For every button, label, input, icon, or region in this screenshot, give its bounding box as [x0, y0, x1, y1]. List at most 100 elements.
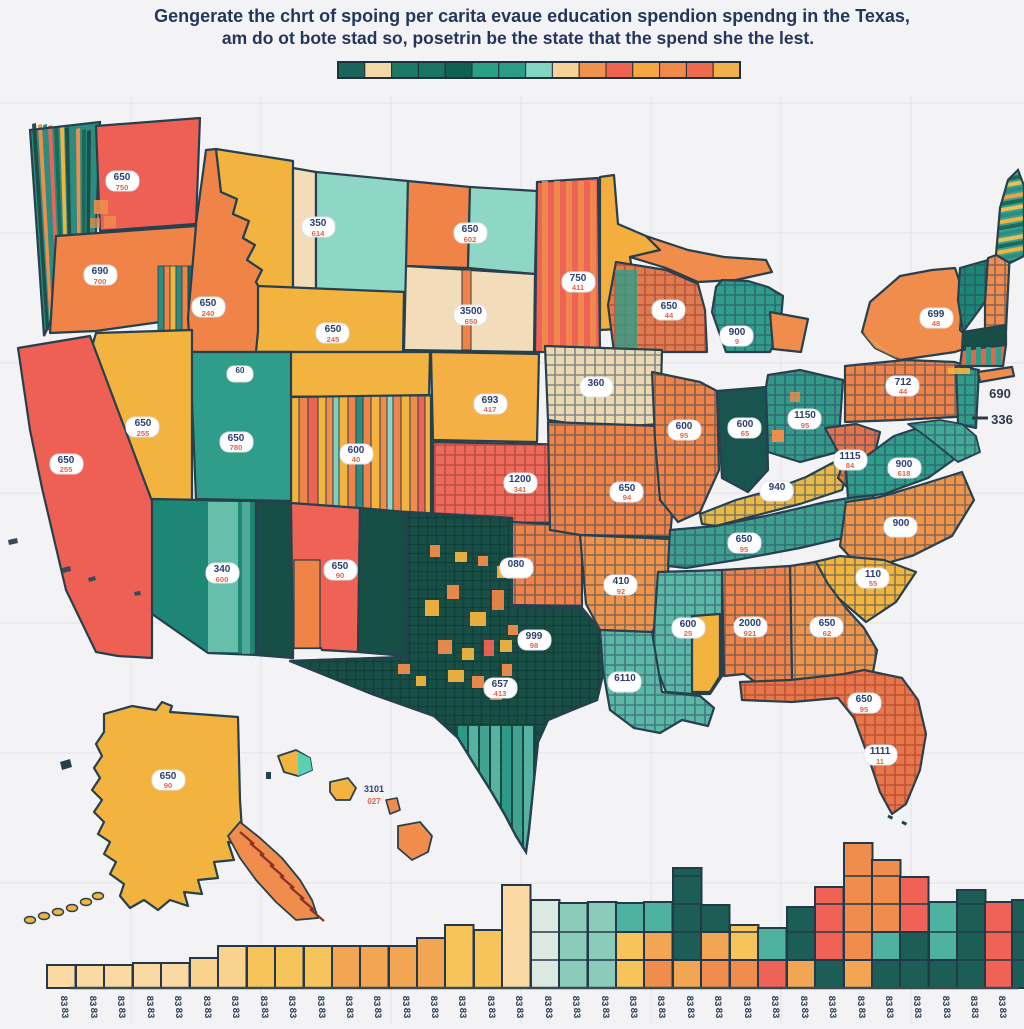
svg-text:600: 600	[680, 619, 697, 630]
svg-text:83: 83	[798, 996, 809, 1007]
svg-text:600: 600	[737, 419, 754, 430]
svg-text:83: 83	[855, 996, 866, 1007]
svg-text:750: 750	[570, 273, 587, 284]
svg-text:83: 83	[997, 1008, 1008, 1019]
svg-text:83: 83	[259, 1008, 270, 1019]
svg-text:650: 650	[114, 172, 131, 183]
svg-text:417: 417	[484, 405, 497, 414]
svg-text:83: 83	[173, 1008, 184, 1019]
svg-text:940: 940	[769, 482, 786, 493]
svg-text:84: 84	[846, 461, 855, 470]
svg-text:900: 900	[896, 459, 913, 470]
svg-text:83: 83	[656, 1008, 667, 1019]
svg-text:83: 83	[712, 996, 723, 1007]
svg-text:900: 900	[893, 518, 910, 529]
svg-text:83: 83	[202, 1008, 213, 1019]
svg-text:83: 83	[827, 1008, 838, 1019]
svg-text:336: 336	[991, 412, 1013, 427]
svg-text:341: 341	[514, 485, 527, 494]
svg-text:90: 90	[164, 781, 172, 790]
svg-text:9: 9	[735, 337, 739, 346]
svg-text:83: 83	[87, 996, 98, 1007]
svg-text:650: 650	[856, 694, 873, 705]
svg-text:690: 690	[989, 386, 1011, 401]
svg-text:690: 690	[92, 266, 109, 277]
svg-text:83: 83	[941, 1008, 952, 1019]
svg-text:55: 55	[869, 579, 878, 588]
svg-text:83: 83	[286, 996, 297, 1007]
svg-text:712: 712	[895, 377, 912, 388]
svg-text:83: 83	[996, 996, 1007, 1007]
svg-text:40: 40	[352, 455, 360, 464]
svg-text:600: 600	[216, 575, 229, 584]
svg-text:1200: 1200	[509, 474, 532, 485]
svg-text:83: 83	[968, 996, 979, 1007]
svg-text:83: 83	[116, 1008, 127, 1019]
svg-text:83: 83	[258, 996, 269, 1007]
svg-text:921: 921	[744, 629, 757, 638]
svg-text:83: 83	[655, 996, 666, 1007]
svg-text:83: 83	[429, 1008, 440, 1019]
svg-text:650: 650	[58, 455, 75, 466]
svg-text:2000: 2000	[739, 618, 762, 629]
svg-text:83: 83	[144, 996, 155, 1007]
svg-text:83: 83	[627, 996, 638, 1007]
svg-text:83: 83	[457, 1008, 468, 1019]
svg-text:98: 98	[530, 641, 538, 650]
svg-text:83: 83	[856, 1008, 867, 1019]
svg-text:411: 411	[572, 283, 585, 292]
svg-text:360: 360	[588, 378, 605, 389]
svg-text:83: 83	[600, 1008, 611, 1019]
svg-text:95: 95	[860, 705, 869, 714]
svg-text:340: 340	[214, 564, 231, 575]
svg-text:83: 83	[570, 996, 581, 1007]
svg-text:83: 83	[684, 996, 695, 1007]
svg-text:83: 83	[543, 1008, 554, 1019]
svg-text:650: 650	[325, 324, 342, 335]
svg-text:95: 95	[801, 421, 810, 430]
svg-text:83: 83	[741, 996, 752, 1007]
svg-text:027: 027	[367, 797, 381, 806]
svg-text:255: 255	[137, 429, 150, 438]
svg-text:83: 83	[513, 996, 524, 1007]
svg-text:245: 245	[327, 335, 340, 344]
svg-text:83: 83	[884, 1008, 895, 1019]
svg-text:83: 83	[883, 996, 894, 1007]
svg-text:83: 83	[940, 996, 951, 1007]
svg-text:83: 83	[456, 996, 467, 1007]
svg-text:11: 11	[876, 757, 885, 766]
svg-text:44: 44	[899, 387, 908, 396]
svg-text:3500: 3500	[460, 306, 483, 317]
svg-text:600: 600	[348, 445, 365, 456]
svg-text:83: 83	[344, 1008, 355, 1019]
svg-text:83: 83	[770, 1008, 781, 1019]
svg-text:83: 83	[742, 1008, 753, 1019]
svg-text:650: 650	[160, 771, 177, 782]
svg-text:83: 83	[400, 996, 411, 1007]
svg-text:410: 410	[613, 576, 630, 587]
svg-text:83: 83	[542, 996, 553, 1007]
svg-text:83: 83	[912, 1008, 923, 1019]
svg-text:83: 83	[628, 1008, 639, 1019]
svg-text:693: 693	[482, 395, 499, 406]
svg-text:650: 650	[661, 301, 678, 312]
svg-text:83: 83	[485, 996, 496, 1007]
svg-text:83: 83	[969, 1008, 980, 1019]
svg-text:92: 92	[617, 587, 625, 596]
svg-text:413: 413	[494, 689, 507, 698]
svg-text:350: 350	[310, 218, 327, 229]
svg-text:700: 700	[94, 277, 107, 286]
svg-text:83: 83	[428, 996, 439, 1007]
svg-text:25: 25	[684, 629, 693, 638]
svg-text:650: 650	[200, 298, 217, 309]
svg-text:83: 83	[372, 1008, 383, 1019]
svg-text:83: 83	[229, 996, 240, 1007]
svg-text:650: 650	[819, 618, 836, 629]
svg-text:83: 83	[115, 996, 126, 1007]
svg-text:1111: 1111	[870, 746, 891, 757]
svg-text:83: 83	[713, 1008, 724, 1019]
svg-text:255: 255	[60, 465, 73, 474]
svg-text:83: 83	[371, 996, 382, 1007]
svg-text:900: 900	[729, 327, 746, 338]
svg-text:83: 83	[799, 1008, 810, 1019]
